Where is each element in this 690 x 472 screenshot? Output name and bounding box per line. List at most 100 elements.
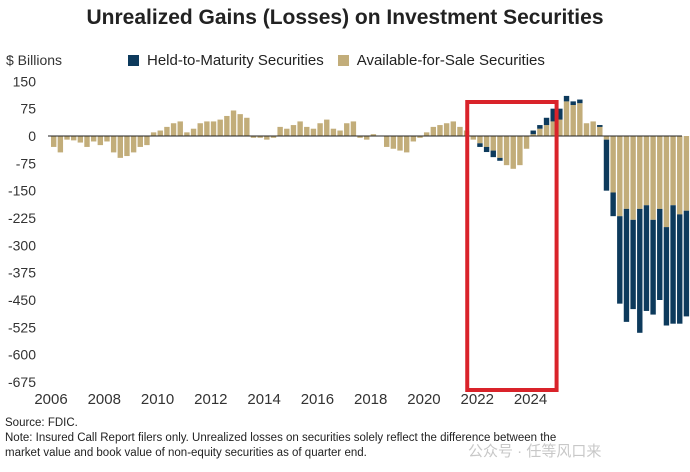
bar-afs bbox=[603, 136, 610, 140]
bar-afs bbox=[64, 136, 70, 140]
bar-afs bbox=[257, 136, 263, 138]
bar-afs bbox=[204, 121, 210, 136]
x-tick-label: 2012 bbox=[194, 391, 227, 408]
bar-htm bbox=[577, 99, 583, 104]
bar-afs bbox=[510, 136, 516, 169]
bar-afs bbox=[470, 136, 476, 140]
bar-afs bbox=[84, 136, 90, 147]
y-tick-label: -300 bbox=[8, 237, 36, 253]
bar-afs bbox=[150, 132, 157, 136]
bar-afs bbox=[543, 125, 550, 136]
y-tick-label: -525 bbox=[8, 319, 36, 335]
bar-htm bbox=[483, 146, 490, 153]
bar-afs bbox=[130, 136, 137, 153]
bar-htm bbox=[543, 117, 550, 126]
bar-htm bbox=[623, 208, 630, 322]
bar-afs bbox=[284, 128, 290, 136]
bar-afs bbox=[663, 136, 670, 228]
bar-afs bbox=[110, 136, 117, 153]
bar-htm bbox=[550, 108, 556, 122]
bar-afs bbox=[297, 121, 303, 136]
y-axis-unit-label: $ Billions bbox=[6, 52, 63, 68]
bar-afs bbox=[410, 136, 417, 142]
legend-item-htm: Held-to-Maturity Securities bbox=[128, 52, 324, 69]
bar-htm bbox=[490, 150, 496, 158]
bar-afs bbox=[57, 136, 64, 153]
bar-afs bbox=[503, 136, 510, 166]
bar-afs bbox=[230, 110, 237, 136]
bar-afs bbox=[550, 121, 556, 136]
legend-swatch-afs bbox=[337, 55, 349, 66]
bar-afs bbox=[384, 136, 390, 147]
chart-legend: Held-to-Maturity Securities Available-fo… bbox=[128, 52, 559, 69]
bar-afs bbox=[397, 136, 403, 151]
bar-afs bbox=[670, 136, 676, 206]
bar-htm bbox=[683, 210, 690, 317]
bar-afs bbox=[497, 136, 503, 158]
legend-item-afs: Available-for-Sale Securities bbox=[337, 52, 545, 69]
bar-afs bbox=[423, 132, 430, 136]
y-tick-label: 75 bbox=[20, 101, 36, 117]
bar-afs bbox=[563, 101, 570, 136]
y-tick-label: -450 bbox=[8, 292, 36, 308]
bar-afs bbox=[357, 136, 363, 138]
bar-afs bbox=[244, 117, 250, 136]
bar-afs bbox=[164, 126, 170, 136]
legend-swatch-htm bbox=[128, 55, 139, 66]
bar-afs bbox=[643, 136, 650, 206]
bar-afs bbox=[477, 136, 483, 144]
bar-htm bbox=[530, 130, 536, 135]
bar-afs bbox=[683, 136, 690, 211]
bar-afs bbox=[570, 105, 576, 136]
bar-htm bbox=[657, 208, 663, 300]
bar-afs bbox=[577, 103, 583, 136]
bar-afs bbox=[177, 121, 183, 136]
bar-afs bbox=[51, 136, 57, 147]
y-tick-label: -600 bbox=[8, 347, 36, 363]
bar-afs bbox=[304, 126, 310, 136]
y-tick-label: 150 bbox=[13, 73, 37, 89]
bar-afs bbox=[457, 126, 463, 136]
highlight-box bbox=[465, 100, 559, 392]
bar-afs bbox=[157, 130, 163, 136]
bar-htm bbox=[643, 205, 650, 311]
bar-htm bbox=[557, 108, 563, 120]
bar-htm bbox=[663, 227, 670, 326]
bar-afs bbox=[657, 136, 663, 209]
x-tick-label: 2022 bbox=[461, 391, 494, 408]
x-tick-label: 2024 bbox=[514, 391, 547, 408]
bar-afs bbox=[430, 126, 437, 136]
bar-afs bbox=[324, 119, 330, 136]
bar-htm bbox=[597, 125, 603, 127]
bar-afs bbox=[530, 134, 536, 136]
bar-afs bbox=[344, 123, 350, 136]
bar-htm bbox=[630, 219, 636, 310]
bar-afs bbox=[290, 125, 297, 136]
bar-htm bbox=[610, 192, 616, 217]
bar-htm bbox=[677, 214, 683, 324]
bar-afs bbox=[330, 128, 337, 136]
bar-afs bbox=[117, 136, 123, 158]
bar-afs bbox=[437, 125, 443, 136]
bar-afs bbox=[537, 128, 543, 136]
bar-afs bbox=[217, 119, 223, 136]
legend-label-afs: Available-for-Sale Securities bbox=[356, 52, 545, 69]
bar-afs bbox=[317, 123, 323, 136]
bar-afs bbox=[677, 136, 683, 215]
bar-afs bbox=[610, 136, 616, 193]
bar-afs bbox=[590, 121, 596, 136]
bar-afs bbox=[264, 136, 270, 140]
x-tick-label: 2014 bbox=[247, 391, 280, 408]
bar-afs bbox=[224, 115, 230, 136]
source-text: Source: FDIC. bbox=[5, 417, 78, 429]
bar-htm bbox=[650, 219, 656, 315]
bar-afs bbox=[97, 136, 104, 146]
bar-afs bbox=[364, 136, 370, 140]
bar-afs bbox=[483, 136, 490, 147]
bar-afs bbox=[137, 136, 143, 147]
bar-afs bbox=[650, 136, 656, 220]
bar-afs bbox=[523, 136, 530, 149]
bar-afs bbox=[250, 136, 257, 138]
bar-afs bbox=[617, 136, 623, 217]
bar-afs bbox=[104, 136, 110, 142]
